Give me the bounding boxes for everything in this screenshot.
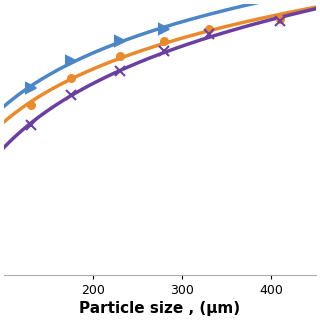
X-axis label: Particle size , (μm): Particle size , (μm) xyxy=(79,301,241,316)
